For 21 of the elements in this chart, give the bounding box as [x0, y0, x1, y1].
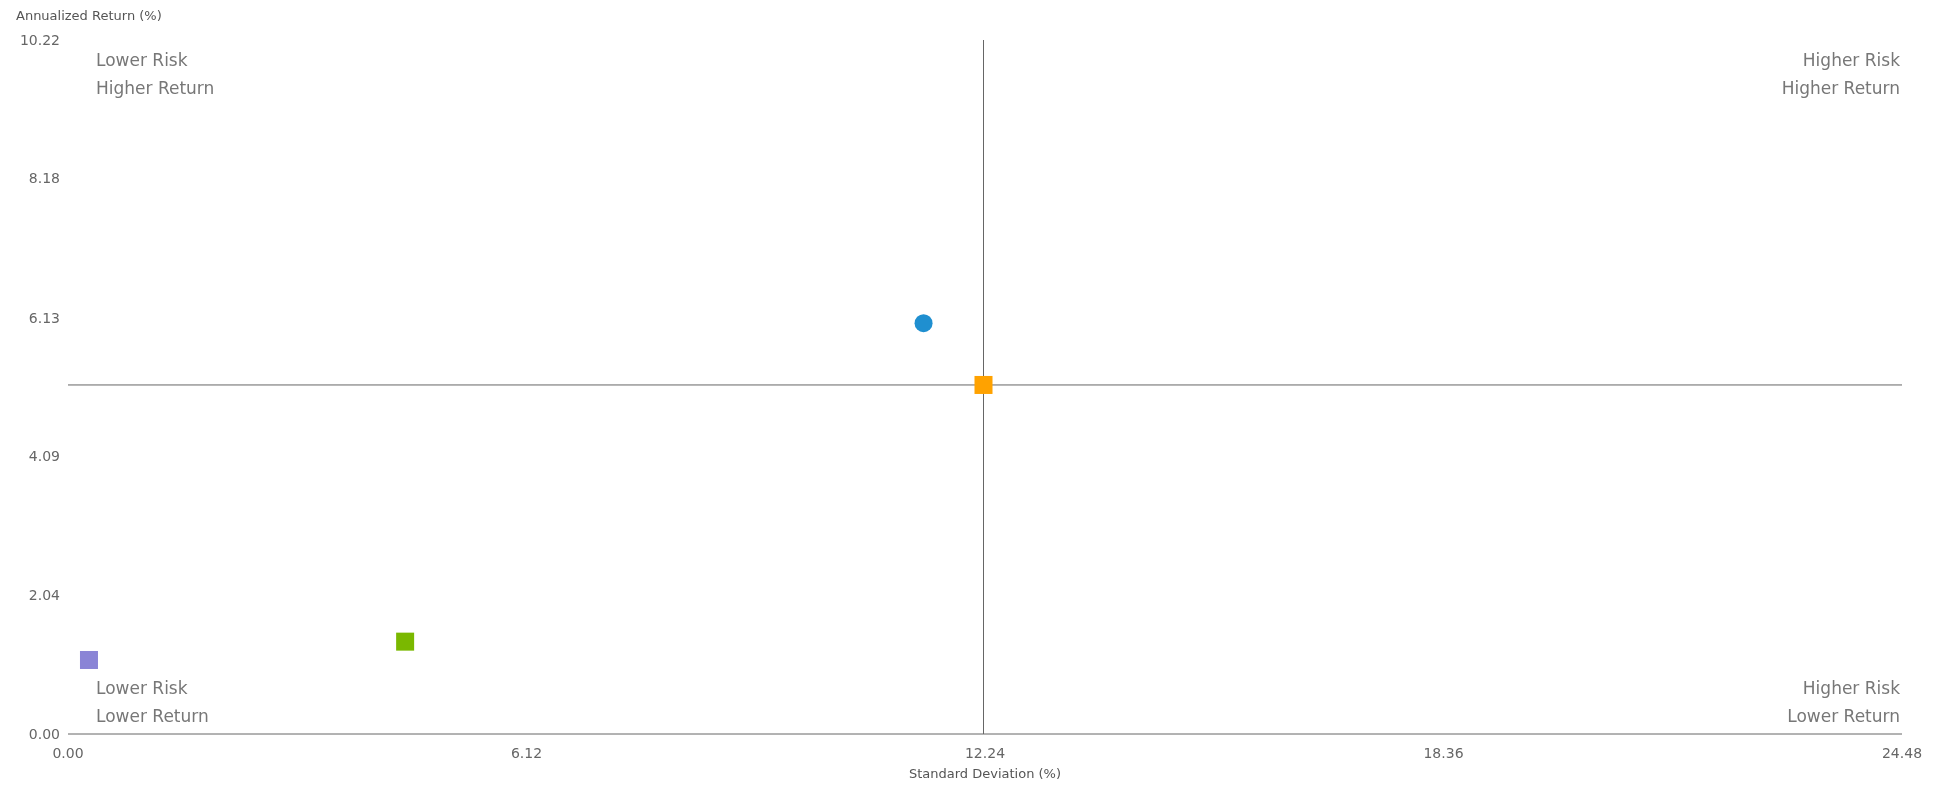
- point: [396, 632, 415, 651]
- y-tick-label: 6.13: [28, 309, 60, 326]
- x-tick-label: 18.36: [1423, 744, 1464, 761]
- y-tick-label: 4.09: [28, 448, 60, 465]
- point: [914, 314, 933, 333]
- annotation: Lower Risk Lower Return: [96, 677, 209, 728]
- annotation: Lower Risk Higher Return: [96, 49, 215, 100]
- point: [79, 650, 98, 669]
- x-tick-label: 24.48: [1881, 744, 1923, 761]
- x-axis-title: Standard Deviation (%): [908, 766, 1062, 781]
- x-tick-label: 6.12: [510, 744, 543, 761]
- y-tick-label: 0.00: [28, 725, 60, 742]
- annotation: Higher Risk Higher Return: [1781, 49, 1900, 100]
- y-axis-title: Annualized Return (%): [16, 8, 162, 23]
- annotation: Higher Risk Lower Return: [1787, 677, 1900, 728]
- point: [974, 375, 993, 394]
- y-tick-label: 8.18: [28, 170, 60, 187]
- y-tick-label: 10.22: [19, 31, 60, 48]
- x-tick-label: 12.24: [964, 744, 1006, 761]
- y-tick-label: 2.04: [28, 587, 61, 604]
- x-tick-label: 0.00: [52, 744, 84, 761]
